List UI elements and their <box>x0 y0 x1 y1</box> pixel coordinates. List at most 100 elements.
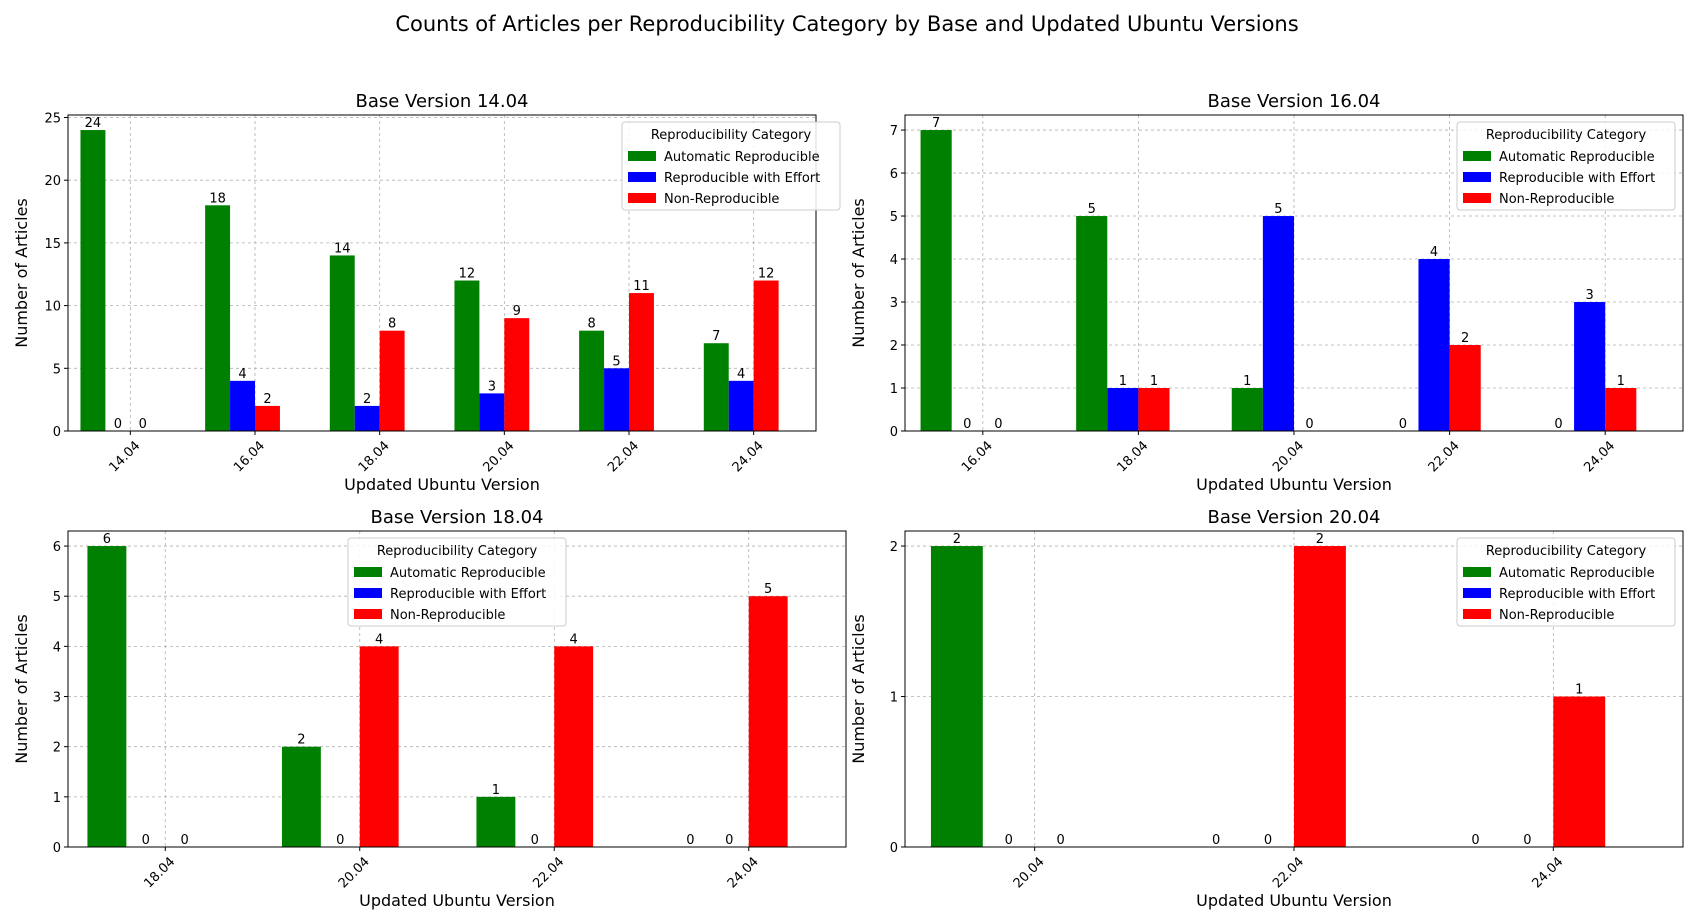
data-label: 2 <box>297 733 305 748</box>
bar-reproducible-with-effort-22.04 <box>1418 259 1450 431</box>
y-tick-label: 3 <box>53 691 61 706</box>
data-label: 4 <box>737 367 745 382</box>
data-label: 0 <box>114 417 122 432</box>
bar-reproducible-with-effort-16.04 <box>230 380 255 431</box>
bar-non-reproducible-22.04 <box>554 646 594 847</box>
data-label: 0 <box>1554 417 1562 432</box>
y-tick-label: 5 <box>890 210 898 225</box>
y-tick-label: 0 <box>53 841 61 856</box>
bar-automatic-reproducible-20.04 <box>930 546 983 847</box>
data-label: 0 <box>963 417 971 432</box>
data-label: 1 <box>1150 374 1158 389</box>
x-tick-label: 24.04 <box>725 854 762 891</box>
bar-reproducible-with-effort-18.04 <box>354 405 380 431</box>
subplot-title: Base Version 16.04 <box>1208 91 1381 112</box>
y-tick-label: 4 <box>890 253 898 268</box>
bar-automatic-reproducible-18.04 <box>329 255 355 431</box>
data-label: 1 <box>1119 374 1127 389</box>
y-tick-label: 2 <box>890 540 898 555</box>
bar-non-reproducible-24.04 <box>753 280 779 431</box>
bar-non-reproducible-16.04 <box>255 405 280 431</box>
data-label: 0 <box>1523 833 1531 848</box>
x-tick-label: 24.04 <box>1581 438 1618 475</box>
x-tick-label: 22.04 <box>530 854 567 891</box>
x-tick-label: 18.04 <box>356 438 393 475</box>
y-tick-label: 7 <box>890 124 898 139</box>
y-tick-label: 5 <box>53 590 61 605</box>
legend-swatch-reproducible-with-effort <box>354 588 382 598</box>
legend-entry-automatic-reproducible: Automatic Reproducible <box>390 566 546 581</box>
x-tick-label: 22.04 <box>1270 854 1307 891</box>
x-axis-label: Updated Ubuntu Version <box>1196 891 1392 910</box>
x-tick-label: 22.04 <box>605 438 642 475</box>
data-label: 8 <box>587 317 595 332</box>
bar-automatic-reproducible-16.04 <box>920 130 952 432</box>
data-label: 12 <box>758 267 775 282</box>
data-label: 0 <box>994 417 1002 432</box>
bar-non-reproducible-24.04 <box>748 596 788 847</box>
data-label: 0 <box>1212 833 1220 848</box>
y-tick-label: 1 <box>890 382 898 397</box>
legend-swatch-automatic-reproducible <box>628 151 656 161</box>
data-label: 7 <box>712 329 720 344</box>
data-label: 2 <box>1316 532 1324 547</box>
x-tick-label: 16.04 <box>959 438 996 475</box>
data-label: 0 <box>725 833 733 848</box>
x-tick-label: 14.04 <box>106 438 143 475</box>
data-label: 9 <box>513 304 521 319</box>
y-tick-label: 2 <box>53 741 61 756</box>
legend-swatch-non-reproducible <box>1463 193 1491 203</box>
legend-entry-non-reproducible: Non-Reproducible <box>1499 608 1614 623</box>
bar-reproducible-with-effort-24.04 <box>728 380 754 431</box>
data-label: 3 <box>488 379 496 394</box>
data-label: 4 <box>1430 245 1438 260</box>
data-label: 12 <box>459 267 476 282</box>
bar-non-reproducible-22.04 <box>629 293 654 431</box>
data-label: 1 <box>1575 683 1583 698</box>
data-label: 2 <box>953 532 961 547</box>
x-tick-label: 20.04 <box>1270 438 1307 475</box>
axes-frame <box>67 530 847 848</box>
data-label: 0 <box>139 417 147 432</box>
legend-entry-reproducible-with-effort: Reproducible with Effort <box>1499 587 1655 602</box>
data-label: 2 <box>1461 331 1469 346</box>
x-axis-label: Updated Ubuntu Version <box>1196 475 1392 494</box>
data-label: 2 <box>363 392 371 407</box>
data-label: 0 <box>336 833 344 848</box>
data-label: 4 <box>238 367 246 382</box>
legend-entry-non-reproducible: Non-Reproducible <box>390 608 505 623</box>
bar-non-reproducible-22.04 <box>1294 546 1346 847</box>
y-tick-label: 0 <box>890 841 898 856</box>
x-tick-label: 18.04 <box>1115 438 1152 475</box>
chart-panel-4: 2 0 0 0 0 0 0 2 1 0 1 2 20.04 22.04 24.04 Base Version … <box>849 507 1684 910</box>
data-label: 1 <box>1617 374 1625 389</box>
y-axis-label: Number of Articles <box>12 198 31 348</box>
data-label: 0 <box>1305 417 1313 432</box>
data-label: 0 <box>686 833 694 848</box>
data-label: 0 <box>1264 833 1272 848</box>
y-tick-label: 6 <box>890 167 898 182</box>
bar-automatic-reproducible-14.04 <box>80 130 106 432</box>
bar-non-reproducible-20.04 <box>359 646 399 847</box>
y-tick-label: 0 <box>53 425 61 440</box>
data-label: 0 <box>1056 833 1064 848</box>
data-label: 11 <box>633 279 650 294</box>
y-tick-label: 15 <box>44 237 61 252</box>
bar-reproducible-with-effort-18.04 <box>1107 388 1139 431</box>
bar-non-reproducible-22.04 <box>1449 345 1481 431</box>
chart-panel-1: 24 18 14 12 8 7 0 4 2 3 5 4 0 2 8 9 11 12 0 5 10 15 20 25 14.04 1… <box>12 91 841 494</box>
legend-entry-reproducible-with-effort: Reproducible with Effort <box>664 171 820 186</box>
legend-swatch-non-reproducible <box>628 193 656 203</box>
bar-automatic-reproducible-22.04 <box>476 796 516 847</box>
x-tick-label: 20.04 <box>480 438 517 475</box>
legend-swatch-reproducible-with-effort <box>1463 588 1491 598</box>
legend-entry-reproducible-with-effort: Reproducible with Effort <box>1499 171 1655 186</box>
axes-frame <box>67 114 817 432</box>
legend-title: Reproducibility Category <box>1486 128 1647 143</box>
x-tick-label: 24.04 <box>1529 854 1566 891</box>
data-label: 18 <box>209 191 226 206</box>
bar-non-reproducible-18.04 <box>1138 388 1170 431</box>
data-label: 7 <box>932 116 940 131</box>
y-tick-label: 25 <box>44 112 61 127</box>
